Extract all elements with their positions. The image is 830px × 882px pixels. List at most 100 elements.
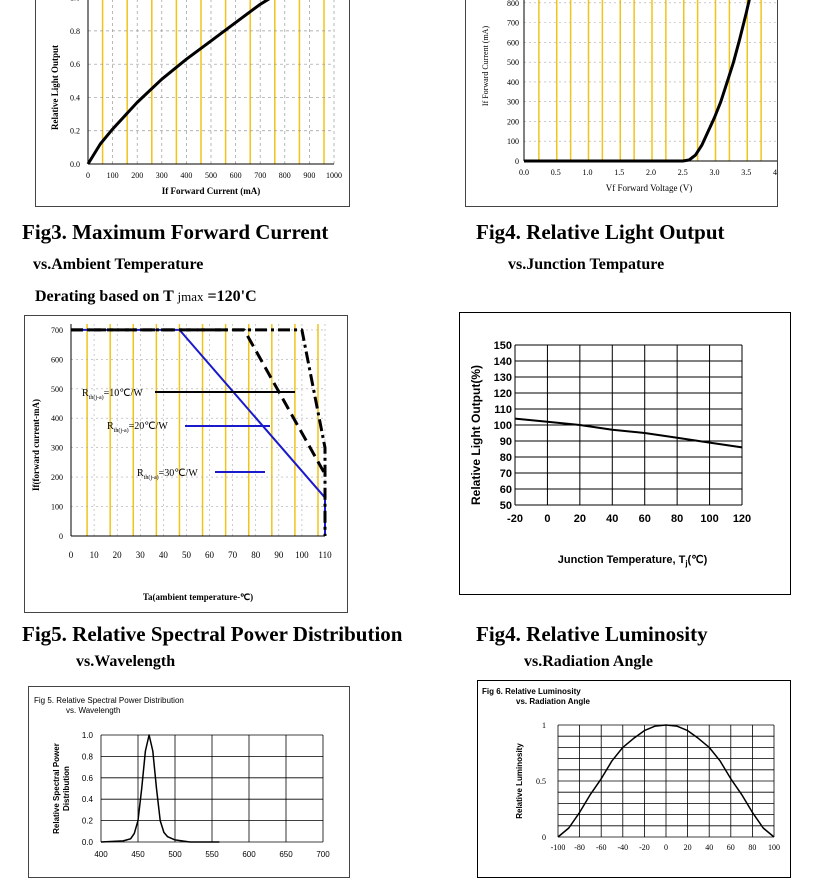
x-tick-label: 2.0 bbox=[646, 168, 656, 177]
y-tick-label: 0.8 bbox=[82, 752, 94, 761]
y-axis-label: If Forward Current (mA) bbox=[481, 26, 490, 107]
y-tick-label: 800 bbox=[507, 0, 519, 8]
y-tick-label: 0.2 bbox=[70, 127, 80, 136]
x-tick-label: 650 bbox=[279, 850, 293, 859]
y-tick-label: 1 bbox=[542, 721, 546, 730]
chart-current-vs-voltage: 0.0 0.5 1.0 1.5 2.0 2.5 3.0 3.5 4.0 0 100 200 300 400… bbox=[481, 0, 783, 193]
y-tick-label: 100 bbox=[494, 420, 512, 432]
y-tick-label: 400 bbox=[51, 414, 63, 423]
chart-panel-light-vs-current: 0 100 200 300 400 500 600 700 800 900 1000 0.0 0.2 0.… bbox=[35, 0, 350, 207]
x-tick-label: 3.5 bbox=[741, 168, 751, 177]
x-tick-label: 600 bbox=[230, 171, 242, 180]
x-axis-label: Vf Forward Voltage (V) bbox=[606, 183, 692, 193]
x-tick-label: 60 bbox=[639, 513, 651, 525]
x-tick-label: 500 bbox=[205, 171, 217, 180]
rth-annotation-1: Rth(j-a)=10℃/W bbox=[82, 388, 143, 401]
y-tick-label: 0 bbox=[515, 157, 519, 166]
fig3-subtitle: vs.Ambient Temperature bbox=[33, 256, 204, 273]
chart-panel-spectral: Fig 5. Relative Spectral Power Distribut… bbox=[28, 686, 350, 878]
x-tick-label: 100 bbox=[295, 550, 309, 560]
y-axis-label-line-1: Relative Spectral Power bbox=[52, 743, 61, 834]
x-tick-label: 400 bbox=[94, 850, 108, 859]
y-tick-label: 90 bbox=[500, 436, 512, 448]
fig5-title: Fig5. Relative Spectral Power Distributi… bbox=[22, 622, 403, 646]
data-line bbox=[100, 734, 220, 843]
data-line bbox=[557, 724, 775, 838]
fig6-subtitle: vs.Radiation Angle bbox=[524, 653, 653, 670]
y-tick-label: 70 bbox=[500, 468, 512, 480]
y-tick-label: 0.8 bbox=[70, 27, 80, 36]
y-tick-label: 1.0 bbox=[82, 731, 94, 740]
y-tick-label: 60 bbox=[500, 484, 512, 496]
y-tick-label: 100 bbox=[51, 503, 63, 512]
chart-panel-luminosity: Fig 6. Relative Luminosity vs. Radiation … bbox=[477, 680, 791, 878]
x-tick-label: -80 bbox=[574, 843, 585, 852]
x-tick-label: 60 bbox=[727, 843, 735, 852]
derating-text-b: jmax bbox=[177, 289, 204, 304]
x-tick-label: 20 bbox=[684, 843, 692, 852]
y-tick-label: 80 bbox=[500, 452, 512, 464]
inner-title-line-2: vs. Wavelength bbox=[66, 706, 120, 715]
y-tick-label: 200 bbox=[507, 117, 519, 126]
y-tick-label: 0 bbox=[59, 532, 63, 541]
y-tick-label: 200 bbox=[51, 473, 63, 482]
x-tick-label: 500 bbox=[168, 850, 182, 859]
x-tick-label: 80 bbox=[748, 843, 756, 852]
y-axis-label: If(forward current-mA) bbox=[31, 399, 41, 491]
y-tick-label: 700 bbox=[51, 326, 63, 335]
x-tick-label: -40 bbox=[617, 843, 628, 852]
x-axis-label: Ta(ambient temperature-℃) bbox=[143, 592, 253, 602]
x-tick-label: 20 bbox=[574, 513, 586, 525]
x-tick-label: 40 bbox=[705, 843, 713, 852]
derating-text-a: Derating based on T bbox=[35, 288, 174, 305]
x-tick-label: 1.5 bbox=[614, 168, 624, 177]
x-tick-label: 0 bbox=[664, 843, 668, 852]
x-tick-label: 0 bbox=[86, 171, 90, 180]
y-tick-label: 100 bbox=[507, 137, 519, 146]
y-tick-label: 0.4 bbox=[82, 795, 94, 804]
x-tick-label: 40 bbox=[159, 550, 169, 560]
y-tick-label: 500 bbox=[507, 58, 519, 67]
data-line bbox=[514, 417, 743, 449]
y-tick-label: 300 bbox=[51, 444, 63, 453]
x-axis-label: If Forward Current (mA) bbox=[162, 186, 261, 196]
chart-panel-light-vs-junction: -20 0 20 40 60 80 100 120 50 60 70 80 90 100 110 120 130… bbox=[459, 312, 791, 595]
y-tick-label: 0.0 bbox=[70, 160, 80, 169]
y-tick-label: 0.5 bbox=[536, 777, 546, 786]
fig5-subtitle: vs.Wavelength bbox=[76, 653, 176, 670]
x-tick-label: -20 bbox=[639, 843, 650, 852]
y-tick-label: 140 bbox=[494, 356, 512, 368]
x-tick-label: 0 bbox=[69, 550, 74, 560]
inner-title-line-1: Fig 6. Relative Luminosity bbox=[482, 687, 581, 696]
x-tick-label: 900 bbox=[303, 171, 315, 180]
x-tick-label: 3.0 bbox=[710, 168, 720, 177]
inner-title-line-1: Fig 5. Relative Spectral Power Distribut… bbox=[34, 696, 184, 705]
x-tick-label: 800 bbox=[279, 171, 291, 180]
y-tick-label: 130 bbox=[494, 372, 512, 384]
y-tick-label: 0.4 bbox=[70, 93, 80, 102]
x-tick-label: 0 bbox=[544, 513, 550, 525]
y-tick-label: 1.0 bbox=[70, 0, 80, 3]
y-tick-label: 0.0 bbox=[82, 838, 94, 847]
x-tick-label: 10 bbox=[90, 550, 100, 560]
chart-panel-current-vs-voltage: 0.0 0.5 1.0 1.5 2.0 2.5 3.0 3.5 4.0 0 100 200 300 400… bbox=[465, 0, 783, 207]
y-tick-label: 50 bbox=[500, 500, 512, 512]
x-tick-label: 100 bbox=[700, 513, 718, 525]
x-tick-label: 0.0 bbox=[519, 168, 529, 177]
data-line bbox=[86, 0, 271, 165]
x-tick-label: 400 bbox=[180, 171, 192, 180]
x-tick-label: 70 bbox=[228, 550, 238, 560]
x-tick-label: 90 bbox=[274, 550, 284, 560]
y-tick-label: 0.6 bbox=[82, 774, 94, 783]
fig3-title: Fig3. Maximum Forward Current bbox=[22, 220, 329, 244]
x-tick-label: 80 bbox=[251, 550, 261, 560]
x-tick-label: -20 bbox=[507, 513, 523, 525]
y-axis-label: Relative Light Output bbox=[50, 45, 60, 130]
derating-line-1 bbox=[71, 328, 326, 536]
data-line bbox=[524, 0, 751, 163]
derating-line-3 bbox=[71, 328, 327, 536]
x-tick-label: 200 bbox=[131, 171, 143, 180]
rth-annotation-2: Rth(j-a)=20℃/W bbox=[107, 421, 168, 434]
x-tick-label: 40 bbox=[606, 513, 618, 525]
